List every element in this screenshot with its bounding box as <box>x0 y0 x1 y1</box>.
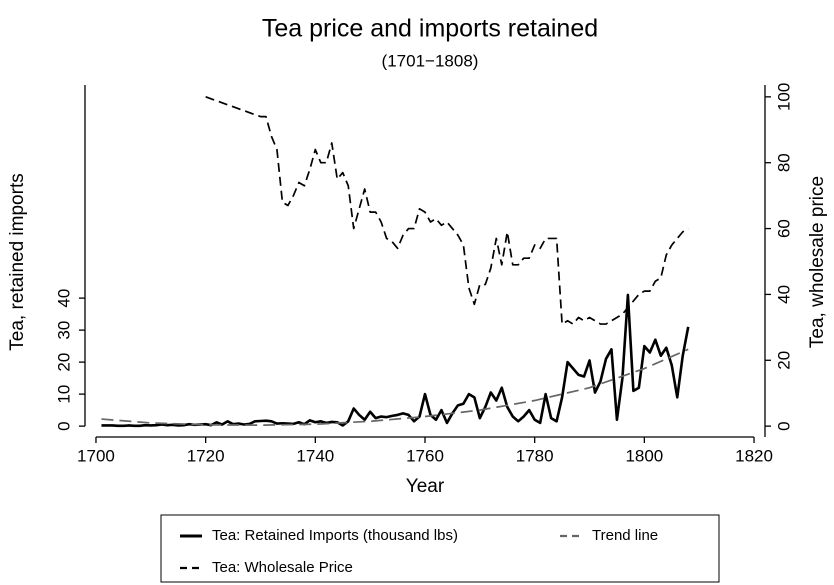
y-tick-label: 20 <box>54 353 73 372</box>
y2-tick-label: 80 <box>774 153 793 172</box>
y2-tick-label: 40 <box>774 285 793 304</box>
chart-title: Tea price and imports retained <box>262 15 598 43</box>
y-tick-label: 40 <box>54 289 73 308</box>
x-tick-label: 1720 <box>187 446 225 465</box>
data-line <box>205 96 689 325</box>
x-tick-label: 1780 <box>516 446 554 465</box>
y-axis-label: Tea, retained imports <box>7 173 28 350</box>
x-tick-label: 1760 <box>406 446 444 465</box>
y2-tick-label: 100 <box>774 83 793 111</box>
data-line <box>101 348 689 427</box>
x-axis-label: Year <box>406 476 445 497</box>
data-line <box>101 293 690 428</box>
y-tick-label: 0 <box>54 421 73 430</box>
y-tick-label: 30 <box>54 321 73 340</box>
x-tick-label: 1820 <box>735 446 773 465</box>
y2-tick-label: 20 <box>774 351 793 370</box>
legend-label: Tea: Retained Imports (thousand lbs) <box>212 527 458 544</box>
y2-tick-label: 0 <box>774 421 793 430</box>
y2-axis-label: Tea, wholesale price <box>807 176 828 348</box>
y-tick-label: 10 <box>54 385 73 404</box>
x-tick-label: 1740 <box>296 446 334 465</box>
chart-subtitle: (1701−1808) <box>382 51 479 70</box>
y2-tick-label: 60 <box>774 219 793 238</box>
legend-label: Tea: Wholesale Price <box>212 559 353 576</box>
legend-label: Trend line <box>592 527 658 544</box>
legend-box <box>160 514 720 583</box>
x-tick-label: 1700 <box>77 446 115 465</box>
x-tick-label: 1800 <box>625 446 663 465</box>
